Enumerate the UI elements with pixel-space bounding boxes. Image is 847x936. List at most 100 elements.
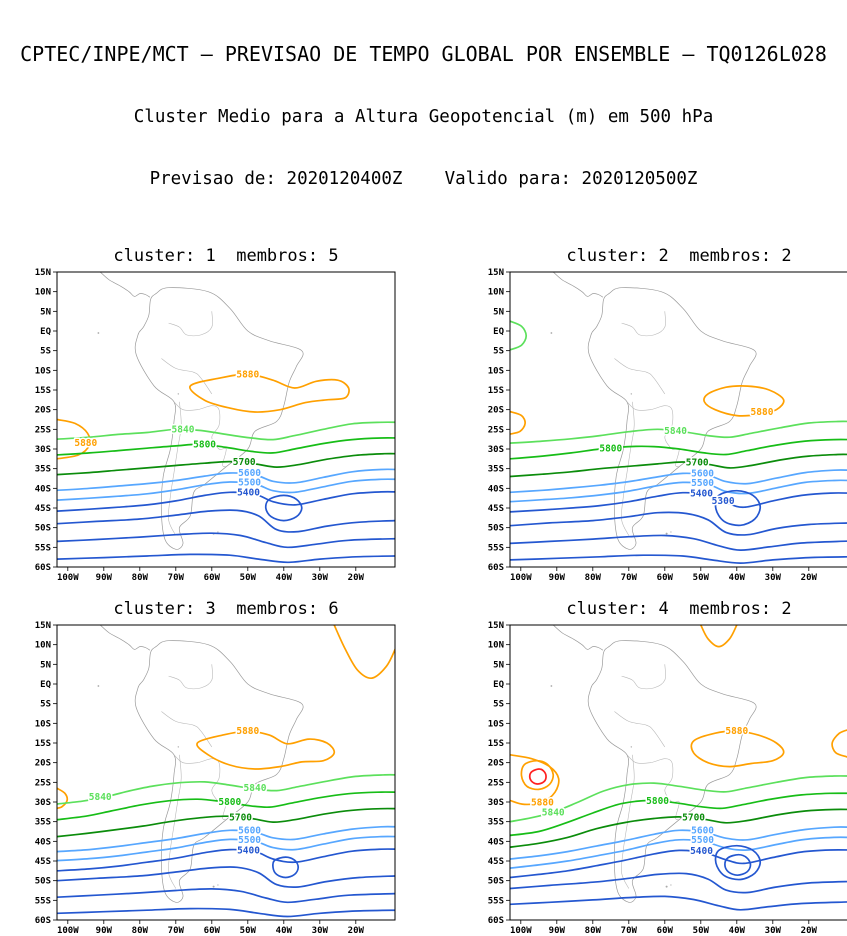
lat-tick-label: 5S (493, 700, 504, 710)
lat-tick-label: 30S (488, 798, 504, 808)
contour-line-5300 (510, 511, 847, 536)
lon-tick-label: 80W (132, 573, 149, 583)
lon-tick-label: 60W (657, 573, 674, 583)
island-mark (212, 885, 215, 888)
contour-line-5880 (333, 625, 395, 680)
contour-line-5880 (57, 418, 91, 460)
lon-tick-label: 70W (621, 926, 638, 936)
lat-tick-label: 40S (35, 484, 51, 494)
contour-line-5880 (510, 410, 526, 435)
lon-tick-label: 30W (765, 573, 782, 583)
country-border (626, 401, 680, 468)
contour-label-5500: 5500 (238, 835, 261, 846)
map-panel-cluster-2: cluster: 2 membros: 2 5880 5840 5800 5700 560… (478, 244, 847, 583)
island-mark (97, 332, 100, 334)
lat-tick-label: 5N (493, 307, 504, 317)
lat-tick-label: 40S (488, 484, 504, 494)
lon-tick-label: 100W (57, 926, 79, 936)
lat-tick-label: 55S (488, 543, 504, 553)
lat-tick-label: 15N (488, 621, 504, 631)
lat-tick-label: 10N (35, 288, 51, 298)
lon-tick-label: 20W (801, 926, 818, 936)
contour-line-5800 (510, 438, 847, 460)
contour-line-5920 (528, 768, 547, 785)
central-america-coastline (99, 625, 151, 651)
country-border (621, 311, 666, 337)
contour-label-5840: 5840 (89, 792, 112, 803)
lon-tick-label: 30W (312, 573, 329, 583)
country-border (161, 711, 213, 748)
lat-tick-label: 5S (493, 347, 504, 357)
lat-tick-label: 45S (488, 504, 504, 514)
central-america-coastline (99, 272, 151, 298)
lat-tick-label: 35S (488, 465, 504, 475)
panel-title: cluster: 3 membros: 6 (113, 599, 339, 619)
contour-label-5400: 5400 (237, 488, 260, 499)
lat-tick-label: 60S (488, 563, 504, 573)
panel-title: cluster: 4 membros: 2 (566, 599, 792, 619)
lat-tick-label: 15S (35, 739, 51, 749)
lon-tick-label: 30W (765, 926, 782, 936)
lat-tick-label: 35S (35, 465, 51, 475)
lat-tick-label: 5N (40, 660, 51, 670)
contour-label-5600: 5600 (238, 468, 261, 479)
contour-label-5840: 5840 (244, 783, 267, 794)
island-mark (665, 885, 668, 888)
lat-tick-label: 10S (488, 719, 504, 729)
map-panel-cluster-3: cluster: 3 membros: 6 5880 5840 5840 5800 570… (25, 597, 403, 936)
lon-tick-label: 70W (168, 926, 185, 936)
country-border (168, 401, 182, 536)
lat-tick-label: 15N (488, 268, 504, 278)
lat-tick-label: 10N (488, 641, 504, 651)
contour-label-5300: 5300 (712, 496, 735, 507)
map-background (510, 625, 847, 920)
contour-line-5500 (510, 479, 847, 503)
lon-tick-label: 20W (801, 573, 818, 583)
lat-tick-label: EQ (40, 327, 51, 337)
lat-tick-label: 20S (35, 759, 51, 769)
lat-tick-label: 20S (488, 406, 504, 416)
lon-tick-label: 40W (276, 926, 293, 936)
country-border (621, 401, 635, 536)
contour-label-5840: 5840 (664, 426, 687, 437)
lon-tick-label: 70W (168, 573, 185, 583)
panels-grid: cluster: 1 membros: 5 5880 5880 5840 5800 570… (0, 244, 847, 936)
map-panel-cluster-1: cluster: 1 membros: 5 5880 5880 5840 5800 570… (25, 244, 403, 583)
lat-tick-label: 60S (488, 916, 504, 926)
island-mark (670, 884, 672, 886)
country-border (614, 711, 666, 748)
lat-tick-label: 15S (488, 386, 504, 396)
contour-line-5200 (510, 534, 847, 551)
contour-label-5880: 5880 (236, 726, 259, 737)
contour-line-5880 (703, 385, 785, 417)
lat-tick-label: 10S (488, 366, 504, 376)
lat-tick-label: 15S (35, 386, 51, 396)
lat-tick-label: 15N (35, 268, 51, 278)
contour-line-5880 (831, 729, 847, 758)
lat-tick-label: 25S (35, 425, 51, 435)
lat-tick-label: 35S (35, 818, 51, 828)
contour-label-5840: 5840 (542, 808, 565, 819)
lat-tick-label: 50S (488, 524, 504, 534)
country-border (614, 358, 666, 395)
contour-label-5880: 5880 (751, 407, 774, 418)
map-svg: 5880588058405800570056005500540015N10N5N… (488, 621, 847, 936)
lat-tick-label: 10S (35, 366, 51, 376)
contour-label-5880: 5880 (74, 438, 97, 449)
lon-tick-label: 80W (585, 573, 602, 583)
lon-tick-label: 90W (549, 926, 566, 936)
contour-line-5300 (264, 494, 303, 522)
lat-tick-label: 45S (35, 504, 51, 514)
contour-line-5880 (699, 625, 738, 648)
map-frame (56, 271, 396, 568)
lat-tick-label: 20S (35, 406, 51, 416)
map-background (57, 625, 395, 920)
contour-line-5700 (57, 452, 395, 476)
lat-tick-label: 30S (35, 445, 51, 455)
contour-label-5700: 5700 (229, 812, 252, 823)
lat-tick-label: 15S (488, 739, 504, 749)
island-mark (630, 746, 633, 748)
lat-tick-label: 10S (35, 719, 51, 729)
island-mark (217, 531, 219, 533)
